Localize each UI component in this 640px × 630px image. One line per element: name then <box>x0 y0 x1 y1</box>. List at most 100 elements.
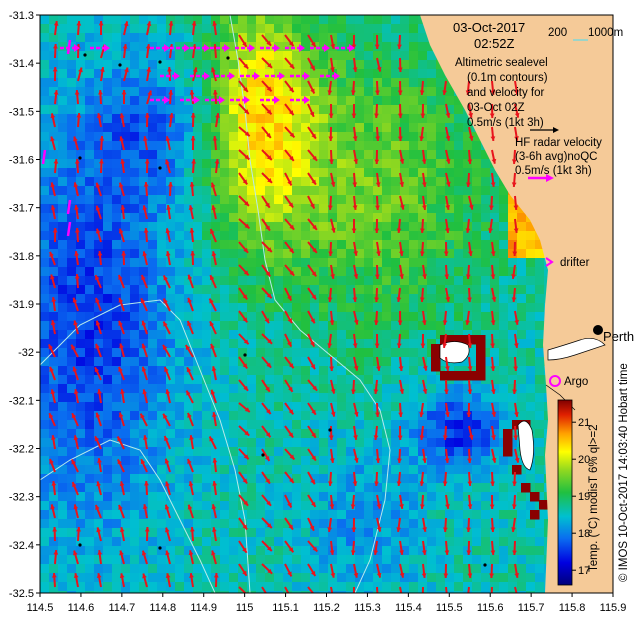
velocity-arrow <box>50 274 56 289</box>
sst-cell <box>265 87 275 97</box>
velocity-arrow <box>284 126 296 139</box>
sst-cell <box>274 231 284 241</box>
altimetry-line-1: Altimetric sealevel <box>455 57 548 69</box>
sst-cell <box>382 150 392 160</box>
sst-cell <box>382 258 392 268</box>
sst-cell <box>400 420 410 430</box>
sst-cell <box>166 69 176 79</box>
sst-cell <box>247 582 257 592</box>
velocity-arrow <box>71 481 79 496</box>
velocity-arrow <box>330 172 336 187</box>
sst-cell <box>112 537 122 547</box>
drifter-dot <box>83 53 87 57</box>
sst-cell <box>472 168 482 178</box>
velocity-arrow <box>210 389 217 404</box>
sst-cell <box>247 564 257 574</box>
sst-cell <box>526 555 536 565</box>
sst-cell <box>40 141 50 151</box>
velocity-arrow <box>284 402 295 415</box>
velocity-arrow <box>307 195 316 209</box>
sst-cell <box>220 501 230 511</box>
colorbar-tick-label: 17 <box>578 565 590 577</box>
velocity-arrow <box>422 517 427 532</box>
sst-cell <box>220 132 230 142</box>
velocity-arrow <box>98 20 104 36</box>
velocity-arrow <box>261 126 272 139</box>
velocity-arrow <box>511 172 517 188</box>
sst-cell <box>103 420 113 430</box>
sst-cell <box>229 330 239 340</box>
sst-cell <box>382 123 392 133</box>
sst-cell <box>247 555 257 565</box>
sst-cell <box>58 150 68 160</box>
sst-cell <box>517 582 527 592</box>
sst-cell <box>436 186 446 196</box>
sst-cell <box>409 294 419 304</box>
sst-cell <box>310 231 320 241</box>
sst-cell <box>157 501 167 511</box>
sst-cell <box>121 258 131 268</box>
sst-cell <box>139 303 149 313</box>
sst-cell <box>346 114 356 124</box>
sst-cell <box>436 105 446 115</box>
sst-cell <box>184 258 194 268</box>
sst-cell <box>121 168 131 178</box>
sst-cell <box>463 447 473 457</box>
sst-cell <box>220 150 230 160</box>
sst-cell <box>49 231 59 241</box>
sst-cell <box>364 339 374 349</box>
sst-cell <box>265 474 275 484</box>
sst-cell <box>310 321 320 331</box>
sst-cell <box>94 123 104 133</box>
sst-cell <box>76 492 86 502</box>
sst-cell <box>454 240 464 250</box>
lon-tick-label: 115.1 <box>272 602 299 614</box>
sst-cell <box>391 447 401 457</box>
sst-cell <box>373 96 383 106</box>
velocity-arrow <box>490 310 496 326</box>
sst-cell <box>247 33 257 43</box>
sst-cell <box>328 420 338 430</box>
velocity-arrow <box>490 264 496 280</box>
sst-cell <box>40 123 50 133</box>
sst-cell <box>184 519 194 529</box>
sst-cell <box>274 321 284 331</box>
sst-cell <box>526 591 536 593</box>
velocity-arrow <box>514 103 520 118</box>
sst-cell <box>256 375 266 385</box>
sst-cell <box>310 555 320 565</box>
velocity-arrow <box>491 287 497 302</box>
sst-cell <box>211 348 221 358</box>
sst-cell <box>184 15 194 25</box>
sst-cell <box>337 168 347 178</box>
sst-cell <box>58 537 68 547</box>
sst-cell <box>364 429 374 439</box>
drifter-dot <box>118 63 122 67</box>
velocity-arrow <box>352 586 355 593</box>
sst-cell <box>310 69 320 79</box>
sst-cell <box>472 276 482 286</box>
velocity-arrow <box>76 112 82 128</box>
sst-cell <box>274 33 284 43</box>
sst-cell <box>58 465 68 475</box>
sst-cell <box>499 420 509 430</box>
sst-cell <box>211 438 221 448</box>
sst-cell <box>175 132 185 142</box>
sst-cell <box>112 465 122 475</box>
velocity-arrow <box>238 563 248 577</box>
drifter-dot <box>328 428 332 432</box>
sst-cell <box>103 276 113 286</box>
sst-cell <box>94 285 104 295</box>
sst-cell <box>301 537 311 547</box>
sst-cell <box>58 438 68 448</box>
velocity-arrow <box>74 273 80 289</box>
sst-cell <box>283 492 293 502</box>
velocity-arrow <box>143 136 148 151</box>
sst-cell <box>373 141 383 151</box>
hf-velocity-arrow <box>310 44 330 52</box>
sst-cell <box>112 33 122 43</box>
sst-cell <box>247 123 257 133</box>
sst-cell <box>391 528 401 538</box>
sst-cell <box>301 528 311 538</box>
sst-cell <box>292 564 302 574</box>
